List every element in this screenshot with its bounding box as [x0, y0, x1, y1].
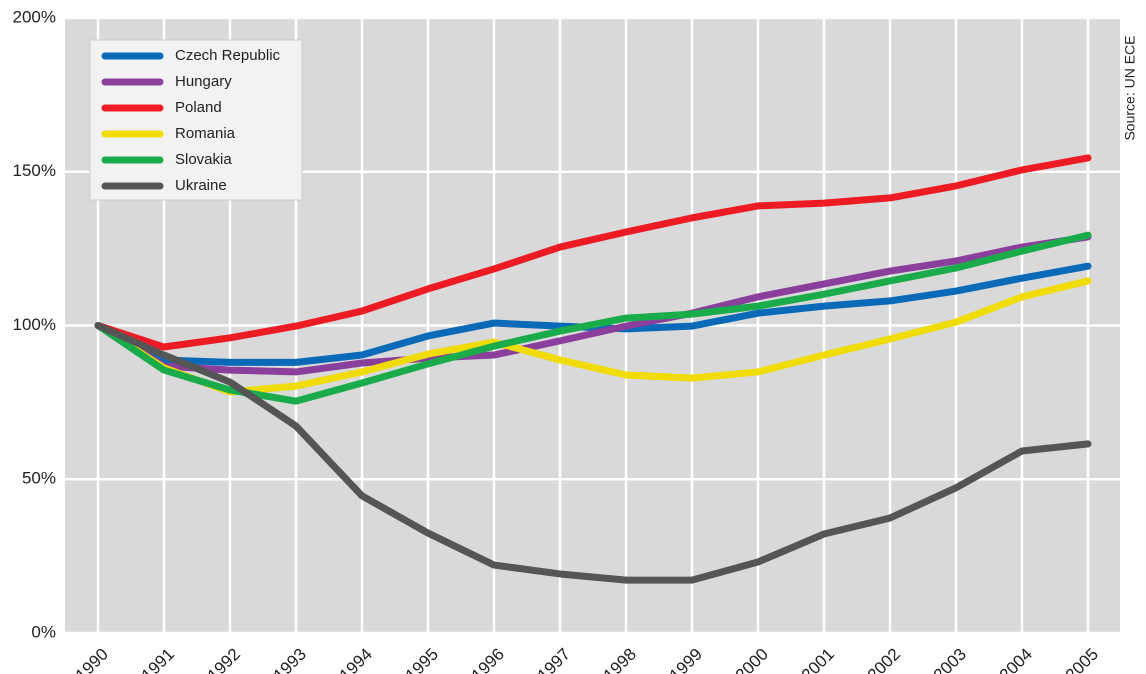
y-tick-label: 0%	[31, 622, 56, 641]
legend-label: Romania	[175, 125, 236, 142]
x-tick-label: 1992	[204, 645, 244, 674]
x-tick-label: 1998	[600, 645, 640, 674]
series-line	[94, 154, 1092, 351]
legend-label: Ukraine	[175, 177, 227, 194]
x-tick-label: 2000	[732, 645, 772, 674]
series-line	[94, 233, 1092, 376]
legend-label: Slovakia	[175, 151, 232, 168]
x-tick-label: 1996	[468, 645, 508, 674]
series-line	[94, 231, 1092, 405]
x-tick-label: 1990	[72, 645, 112, 674]
x-tick-label: 1997	[534, 645, 574, 674]
legend-box	[89, 39, 303, 201]
x-tick-label: 1994	[336, 645, 376, 674]
source: Source: UN ECE	[1122, 35, 1138, 140]
x-tick-label: 2002	[864, 645, 904, 674]
x-tick-label: 1999	[666, 645, 706, 674]
y-tick-label: 100%	[13, 315, 56, 334]
x-tick-label: 1993	[270, 645, 310, 674]
legend-label: Czech Republic	[175, 47, 281, 64]
series-line	[94, 322, 1092, 584]
series-line	[94, 277, 1092, 396]
legend-label: Hungary	[175, 73, 232, 90]
y-tick-label: 200%	[13, 7, 56, 26]
legend-label: Poland	[175, 99, 222, 116]
y-tick-label: 150%	[13, 161, 56, 180]
x-tick-label: 2004	[996, 645, 1036, 674]
x-tick-label: 2005	[1062, 645, 1102, 674]
x-tick-label: 2001	[798, 645, 838, 674]
y-tick-label: 50%	[22, 469, 56, 488]
x-tick-label: 2003	[930, 645, 970, 674]
x-tick-label: 1995	[402, 645, 442, 674]
x-tick-label: 1991	[138, 645, 178, 674]
